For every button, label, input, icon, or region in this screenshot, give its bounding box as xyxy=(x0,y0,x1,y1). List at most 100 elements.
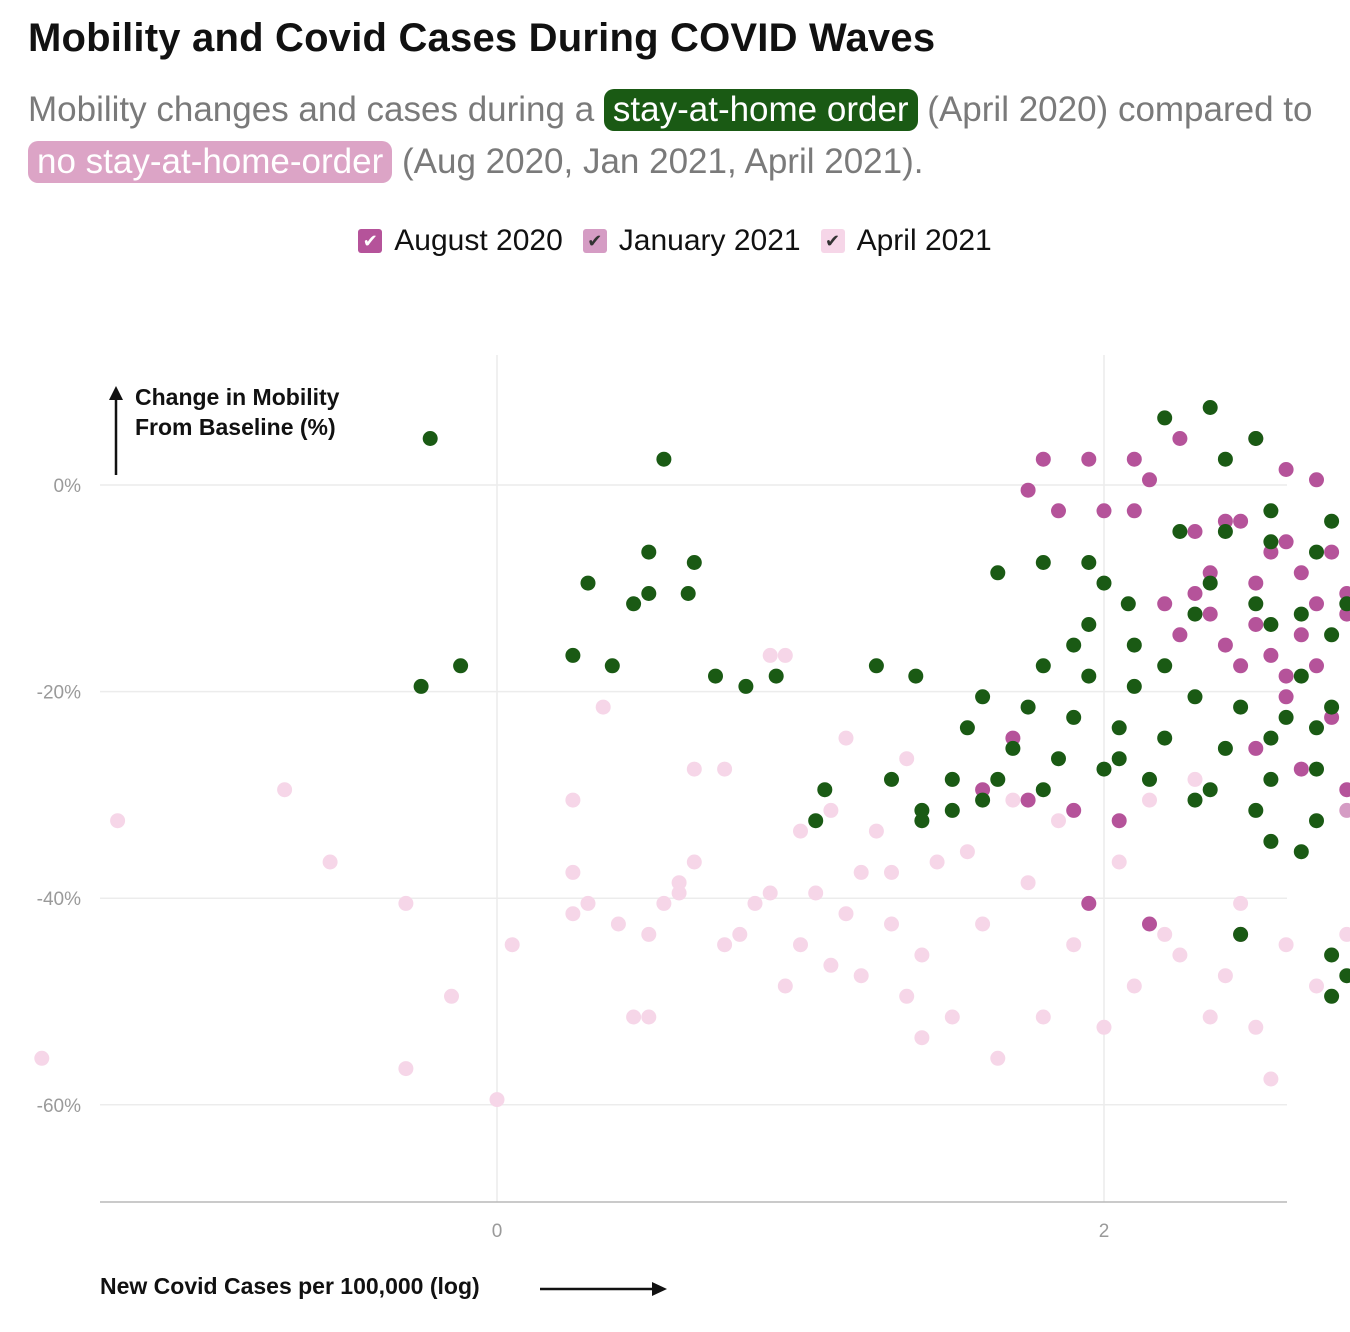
data-point-april-2021 xyxy=(398,1061,414,1077)
data-point-april-2021 xyxy=(717,761,733,777)
legend-label: April 2021 xyxy=(856,224,992,257)
data-point-august-2020 xyxy=(1339,586,1350,601)
data-point-august-2020 xyxy=(1278,689,1294,705)
data-point-april-2020 xyxy=(626,596,642,612)
data-point-april-2021 xyxy=(641,926,657,942)
data-point-april-2020 xyxy=(422,431,438,446)
data-points xyxy=(34,400,1350,1108)
data-point-april-2020 xyxy=(975,689,991,705)
data-point-april-2021 xyxy=(671,885,687,901)
data-point-august-2020 xyxy=(1217,637,1233,653)
data-point-august-2020 xyxy=(1051,503,1066,519)
data-point-april-2020 xyxy=(808,813,824,829)
data-point-april-2020 xyxy=(944,802,960,818)
data-point-april-2020 xyxy=(1217,524,1233,539)
legend-item-august-2020[interactable]: ✔ August 2020 xyxy=(358,224,563,258)
data-point-april-2021 xyxy=(1339,926,1350,942)
data-point-april-2020 xyxy=(453,658,469,674)
data-point-april-2020 xyxy=(1324,947,1340,963)
data-point-april-2021 xyxy=(914,1030,930,1046)
data-point-august-2020 xyxy=(1020,482,1036,498)
data-point-april-2021 xyxy=(1202,1009,1218,1025)
data-point-april-2021 xyxy=(838,906,854,922)
data-point-april-2020 xyxy=(1202,782,1218,798)
data-point-april-2021 xyxy=(762,647,778,663)
data-point-april-2021 xyxy=(823,957,839,973)
data-point-april-2021 xyxy=(686,761,702,777)
checkbox-icon[interactable]: ✔ xyxy=(582,229,607,253)
data-point-april-2020 xyxy=(1187,606,1203,622)
data-point-august-2020 xyxy=(1309,596,1324,612)
data-point-april-2021 xyxy=(686,854,702,870)
data-point-april-2020 xyxy=(1187,689,1203,705)
data-point-april-2020 xyxy=(1096,761,1112,777)
data-point-april-2021 xyxy=(1248,1019,1264,1035)
data-point-august-2020 xyxy=(1126,451,1142,467)
data-point-april-2021 xyxy=(1157,926,1173,942)
y-tick-label: -20% xyxy=(37,683,81,704)
data-point-april-2021 xyxy=(838,730,854,746)
data-point-august-2020 xyxy=(1233,926,1249,942)
data-point-august-2020 xyxy=(1324,544,1340,560)
data-point-april-2021 xyxy=(1187,771,1203,787)
data-point-april-2021 xyxy=(884,864,899,880)
data-point-april-2020 xyxy=(1202,400,1218,415)
data-point-april-2021 xyxy=(398,895,414,911)
data-point-april-2021 xyxy=(1111,854,1127,870)
data-point-april-2021 xyxy=(610,916,626,932)
data-point-april-2021 xyxy=(1309,978,1324,994)
data-point-april-2021 xyxy=(975,916,991,932)
data-point-april-2020 xyxy=(413,678,429,694)
data-point-april-2021 xyxy=(580,895,596,911)
data-point-april-2021 xyxy=(444,988,459,1004)
y-tick-label: 0% xyxy=(54,476,82,497)
data-point-august-2020 xyxy=(1202,565,1218,581)
data-point-april-2020 xyxy=(1324,988,1340,1004)
data-point-april-2021 xyxy=(899,751,915,767)
data-point-april-2021 xyxy=(34,1050,50,1066)
data-point-april-2020 xyxy=(1081,555,1097,570)
data-point-april-2021 xyxy=(1278,937,1294,953)
data-point-april-2021 xyxy=(1096,1019,1112,1035)
checkbox-icon[interactable]: ✔ xyxy=(820,229,845,253)
data-point-april-2021 xyxy=(944,1009,960,1025)
data-point-april-2021 xyxy=(1081,895,1097,911)
data-point-april-2020 xyxy=(1339,596,1350,612)
data-point-august-2020 xyxy=(1293,627,1309,643)
y-tick-label: -60% xyxy=(37,1096,81,1117)
data-point-april-2021 xyxy=(671,875,687,891)
data-point-april-2020 xyxy=(908,668,924,684)
data-point-april-2020 xyxy=(1293,668,1309,684)
axis-titles: Change in Mobility From Baseline (%) New… xyxy=(100,384,480,1299)
data-point-april-2021 xyxy=(884,916,899,932)
data-point-august-2020 xyxy=(1142,916,1157,932)
data-point-april-2020 xyxy=(1263,771,1279,787)
data-point-april-2020 xyxy=(959,720,975,736)
data-point-august-2020 xyxy=(1263,544,1279,560)
data-point-april-2021 xyxy=(777,647,793,663)
data-point-april-2020 xyxy=(1187,792,1203,808)
data-point-april-2020 xyxy=(1339,968,1350,984)
data-point-august-2020 xyxy=(975,782,991,798)
data-point-april-2020 xyxy=(1066,709,1082,725)
legend-item-january-2021[interactable]: ✔ January 2021 xyxy=(582,224,801,258)
data-point-august-2020 xyxy=(1233,513,1249,529)
data-point-april-2020 xyxy=(580,575,596,591)
data-point-april-2020 xyxy=(1126,637,1142,653)
legend-item-april-2021[interactable]: ✔ April 2021 xyxy=(820,224,992,258)
data-point-august-2020 xyxy=(1248,431,1264,446)
x-tick-label: 0 xyxy=(492,1221,503,1242)
data-point-april-2020 xyxy=(1293,844,1309,860)
data-point-april-2021 xyxy=(1020,875,1036,891)
data-point-april-2020 xyxy=(1248,596,1264,612)
data-point-april-2021 xyxy=(504,937,520,953)
data-point-august-2020 xyxy=(1096,503,1112,519)
x-axis-title: New Covid Cases per 100,000 (log) xyxy=(100,1273,480,1299)
data-point-april-2020 xyxy=(1202,575,1218,591)
data-point-august-2020 xyxy=(1248,575,1264,591)
data-point-april-2020 xyxy=(1309,813,1324,829)
data-point-april-2021 xyxy=(793,937,808,953)
checkbox-icon[interactable]: ✔ xyxy=(358,229,383,253)
axes: −20240%-20%-40%-60% xyxy=(37,476,1287,1242)
data-point-april-2021 xyxy=(1005,792,1021,808)
